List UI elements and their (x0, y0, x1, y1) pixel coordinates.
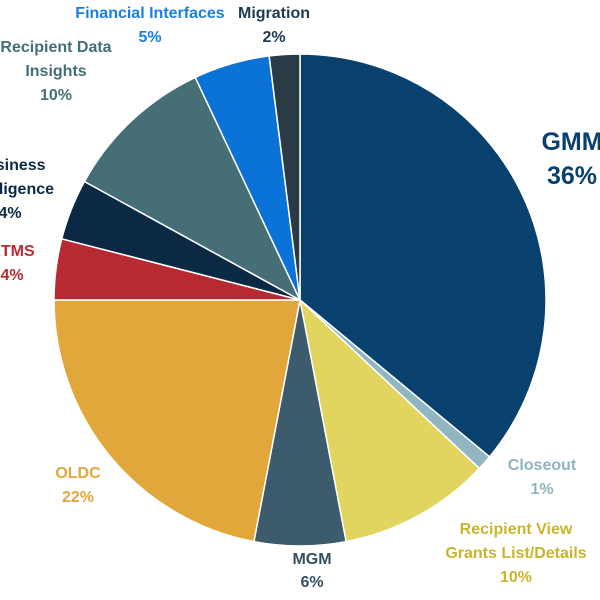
slice-name-gmm: GMM (541, 128, 600, 156)
slice-name-business-intelligence: BusinessIntelligence (0, 157, 54, 198)
slice-value-gmm: 36% (547, 162, 597, 190)
slice-label-closeout: Closeout 1% (508, 457, 577, 498)
slice-name-mgm: MGM (292, 551, 331, 568)
slice-name-oldc: OLDC (55, 465, 101, 482)
slice-value-recipient-data-insights: 10% (40, 87, 72, 104)
slice-value-rtms: 4% (0, 267, 23, 284)
pie-slice-migration (268, 53, 301, 301)
slice-value-financial-interfaces: 5% (138, 29, 161, 46)
pie-slice-recipient-data-insights (83, 76, 302, 302)
slice-label-business-intelligence: BusinessIntelligence 4% (0, 157, 54, 222)
pie-slice-gmm (299, 53, 547, 458)
slice-name-rtms: RTMS (0, 243, 35, 260)
slice-name-recipient-view-grants-list-details: Recipient View Grants List/Details (445, 521, 586, 562)
slice-name-financial-interfaces: Financial Interfaces (75, 5, 224, 22)
slice-value-business-intelligence: 4% (0, 205, 22, 222)
pie-slice-oldc (53, 299, 301, 543)
slice-label-migration: Migration 2% (238, 5, 310, 46)
slice-value-migration: 2% (262, 29, 285, 46)
slice-value-closeout: 1% (530, 481, 553, 498)
slice-label-mgm: MGM 6% (292, 551, 331, 591)
slice-value-recipient-view-grants-list-details: 10% (500, 569, 532, 586)
slice-name-closeout: Closeout (508, 457, 577, 474)
slice-name-migration: Migration (238, 5, 310, 22)
slice-label-rtms: RTMS 4% (0, 243, 35, 284)
slice-label-recipient-data-insights: Recipient Data Insights 10% (0, 39, 111, 104)
slice-name-recipient-data-insights: Recipient Data Insights (0, 39, 111, 80)
slice-label-recipient-view-grants-list-details: Recipient View Grants List/Details 10% (445, 521, 586, 586)
pie-slice-recipient-view-grants-list-details (298, 297, 481, 543)
slice-label-oldc: OLDC 22% (55, 465, 101, 506)
slice-value-mgm: 6% (300, 574, 323, 591)
slice-label-financial-interfaces: Financial Interfaces 5% (75, 5, 224, 46)
slice-value-oldc: 22% (62, 489, 94, 506)
slice-label-gmm: GMM 36% (541, 128, 600, 190)
